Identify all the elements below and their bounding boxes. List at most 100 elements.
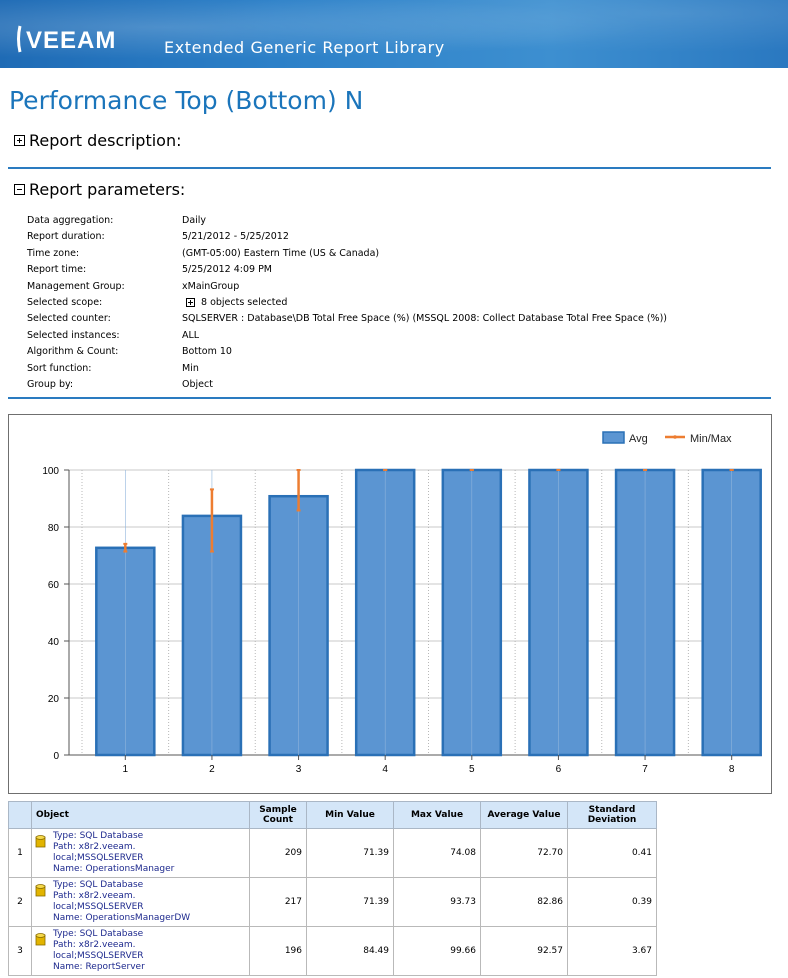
report-description-label: Report description: — [29, 131, 182, 150]
table-row[interactable]: 3 Type: SQL Database Path: x8r2.veeam. l… — [8, 926, 657, 976]
table-row[interactable]: 1 Type: SQL Database Path: x8r2.veeam. l… — [8, 828, 657, 878]
header-standard-deviation[interactable]: Standard Deviation — [567, 801, 657, 829]
object-name: Name: OperationsManager — [53, 864, 175, 874]
banner-title: Extended Generic Report Library — [164, 38, 445, 57]
header-max-value[interactable]: Max Value — [393, 801, 481, 829]
param-label: Sort function: — [27, 362, 92, 374]
header-object[interactable]: Object — [31, 801, 250, 829]
min-value: 84.49 — [306, 926, 394, 976]
param-label: Report duration: — [27, 231, 105, 243]
report-description-header[interactable]: Report description: — [14, 131, 181, 150]
x-tick-label: 7 — [642, 764, 648, 775]
database-icon — [35, 835, 46, 848]
collapse-icon[interactable] — [14, 184, 25, 195]
selected-scope-value[interactable]: 8 objects selected — [182, 297, 287, 308]
performance-chart: 0 20 40 60 80 100 1 2 3 4 5 6 7 8 Avg Min/Max — [8, 414, 776, 794]
min-value: 71.39 — [306, 828, 394, 878]
sample-count: 209 — [249, 828, 307, 878]
object-cell[interactable]: Type: SQL Database Path: x8r2.veeam. loc… — [31, 828, 250, 878]
y-tick-label: 0 — [53, 751, 59, 762]
param-value: Bottom 10 — [182, 346, 232, 358]
x-tick-label: 8 — [729, 764, 735, 775]
results-table: Object Sample Count Min Value Max Value … — [8, 801, 657, 976]
param-value: (GMT-05:00) Eastern Time (US & Canada) — [182, 247, 380, 259]
banner-glow — [0, 0, 788, 68]
y-tick-label: 40 — [48, 637, 60, 648]
average-value: 92.57 — [480, 926, 568, 976]
report-banner: VEEAM Extended Generic Report Library — [0, 0, 788, 68]
object-type: Type: SQL Database — [53, 929, 144, 939]
param-label: Selected instances: — [27, 329, 120, 341]
scope-text: 8 objects selected — [201, 296, 288, 308]
expand-icon[interactable] — [186, 297, 195, 307]
param-label: Group by: — [27, 378, 74, 390]
param-value: SQLSERVER : Database\DB Total Free Space… — [182, 313, 667, 325]
param-label: Management Group: — [27, 280, 125, 292]
table-row[interactable]: 2 Type: SQL Database Path: x8r2.veeam. l… — [8, 877, 657, 927]
param-value: 5/25/2012 4:09 PM — [182, 264, 273, 276]
x-tick-label: 3 — [296, 764, 302, 775]
standard-deviation: 0.39 — [567, 877, 657, 927]
average-value: 82.86 — [480, 877, 568, 927]
y-tick-label: 20 — [48, 694, 60, 705]
max-value: 99.66 — [393, 926, 481, 976]
object-path: Path: x8r2.veeam. — [53, 842, 136, 852]
x-tick-label: 4 — [382, 764, 388, 775]
row-number: 1 — [8, 828, 32, 878]
param-label: Selected counter: — [27, 313, 111, 325]
header-sample-count[interactable]: Sample Count — [249, 801, 307, 829]
average-value: 72.70 — [480, 828, 568, 878]
object-path: Path: x8r2.veeam. — [53, 940, 136, 950]
sample-count: 217 — [249, 877, 307, 927]
table-header-row: Object Sample Count Min Value Max Value … — [8, 801, 657, 829]
sample-count: 196 — [249, 926, 307, 976]
y-tick-label: 60 — [48, 580, 60, 591]
header-index — [8, 801, 32, 829]
object-path: local;MSSQLSERVER — [53, 902, 144, 912]
param-value: Object — [182, 378, 213, 390]
row-number: 2 — [8, 877, 32, 927]
legend-avg-label: Avg — [629, 433, 648, 445]
x-tick-label: 2 — [209, 764, 215, 775]
object-path: local;MSSQLSERVER — [53, 853, 144, 863]
y-tick-label: 80 — [48, 523, 60, 534]
object-type: Type: SQL Database — [53, 880, 144, 890]
y-tick-label: 100 — [42, 466, 59, 477]
param-value: Min — [182, 362, 199, 374]
x-tick-label: 5 — [469, 764, 475, 775]
legend-minmax-marker — [673, 435, 677, 439]
expand-icon[interactable] — [14, 135, 25, 146]
database-icon — [35, 933, 46, 946]
chart-svg: 0 20 40 60 80 100 1 2 3 4 5 6 7 8 Avg Min/Max — [42, 431, 776, 775]
report-parameters-label: Report parameters: — [29, 180, 186, 199]
object-cell[interactable]: Type: SQL Database Path: x8r2.veeam. loc… — [31, 926, 250, 976]
legend-avg-swatch — [602, 431, 625, 444]
section-divider — [8, 397, 771, 399]
param-label: Algorithm & Count: — [27, 346, 119, 358]
param-label: Data aggregation: — [27, 215, 114, 226]
header-average-value[interactable]: Average Value — [480, 801, 568, 829]
row-number: 3 — [8, 926, 32, 976]
param-value: 5/21/2012 - 5/25/2012 — [182, 231, 289, 243]
min-value: 71.39 — [306, 877, 394, 927]
param-label: Selected scope: — [27, 296, 103, 308]
x-tick-label: 6 — [556, 764, 562, 775]
header-min-value[interactable]: Min Value — [306, 801, 394, 829]
param-label: Report time: — [27, 264, 87, 276]
param-value: xMainGroup — [182, 280, 240, 292]
logo-text: VEEAM — [26, 27, 116, 54]
section-divider — [8, 167, 771, 169]
object-cell[interactable]: Type: SQL Database Path: x8r2.veeam. loc… — [31, 877, 250, 927]
object-name: Name: ReportServer — [53, 962, 145, 972]
param-value: ALL — [182, 329, 200, 341]
page-title: Performance Top (Bottom) N — [9, 86, 364, 115]
results-table-container: Object Sample Count Min Value Max Value … — [8, 801, 657, 976]
x-tick-label: 1 — [123, 764, 129, 775]
veeam-logo: VEEAM — [17, 25, 116, 54]
report-parameters-header[interactable]: Report parameters: — [14, 180, 185, 199]
param-label: Time zone: — [27, 247, 80, 259]
object-type: Type: SQL Database — [53, 831, 144, 841]
param-value: Daily — [182, 215, 207, 226]
database-icon — [35, 884, 46, 897]
legend-minmax-label: Min/Max — [690, 433, 732, 445]
